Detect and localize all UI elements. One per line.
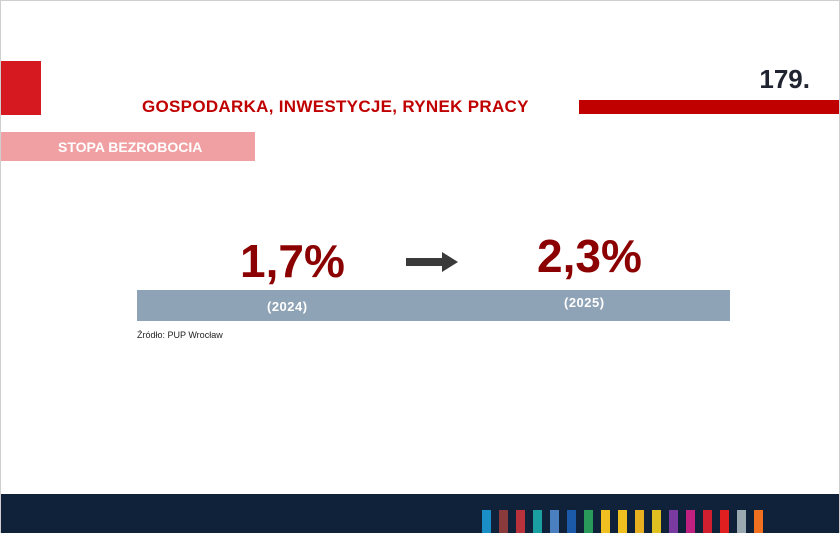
footer-stripe [567, 510, 576, 533]
footer-stripe [482, 510, 491, 533]
footer-stripe [584, 510, 593, 533]
footer-stripe [516, 510, 525, 533]
footer-stripe [533, 510, 542, 533]
value-2024: 1,7% [240, 235, 345, 287]
section-title: GOSPODARKA, INWESTYCJE, RYNEK PRACY [142, 97, 529, 116]
footer-stripe [550, 510, 559, 533]
footer-stripe [601, 510, 610, 533]
footer-stripe [499, 510, 508, 533]
year-label-2024: (2024) [267, 299, 308, 314]
footer-stripe [720, 510, 729, 533]
footer-stripe [703, 510, 712, 533]
footer-stripe [618, 510, 627, 533]
footer-stripe [635, 510, 644, 533]
title-accent-bar [579, 100, 839, 114]
years-bar [137, 290, 730, 321]
value-2025: 2,3% [537, 230, 642, 282]
footer-stripe [754, 510, 763, 533]
footer-stripe [737, 510, 746, 533]
page-number: 179. [759, 64, 810, 94]
source-note: Źródło: PUP Wrocław [137, 330, 223, 340]
red-accent-square [1, 61, 41, 115]
subtitle-box [1, 132, 255, 161]
footer-stripe [652, 510, 661, 533]
subtitle-text: STOPA BEZROBOCIA [58, 139, 203, 155]
year-label-2025: (2025) [564, 295, 605, 310]
right-arrow-icon [406, 252, 458, 277]
footer-band [1, 494, 839, 533]
footer-stripe [686, 510, 695, 533]
footer-stripe [669, 510, 678, 533]
